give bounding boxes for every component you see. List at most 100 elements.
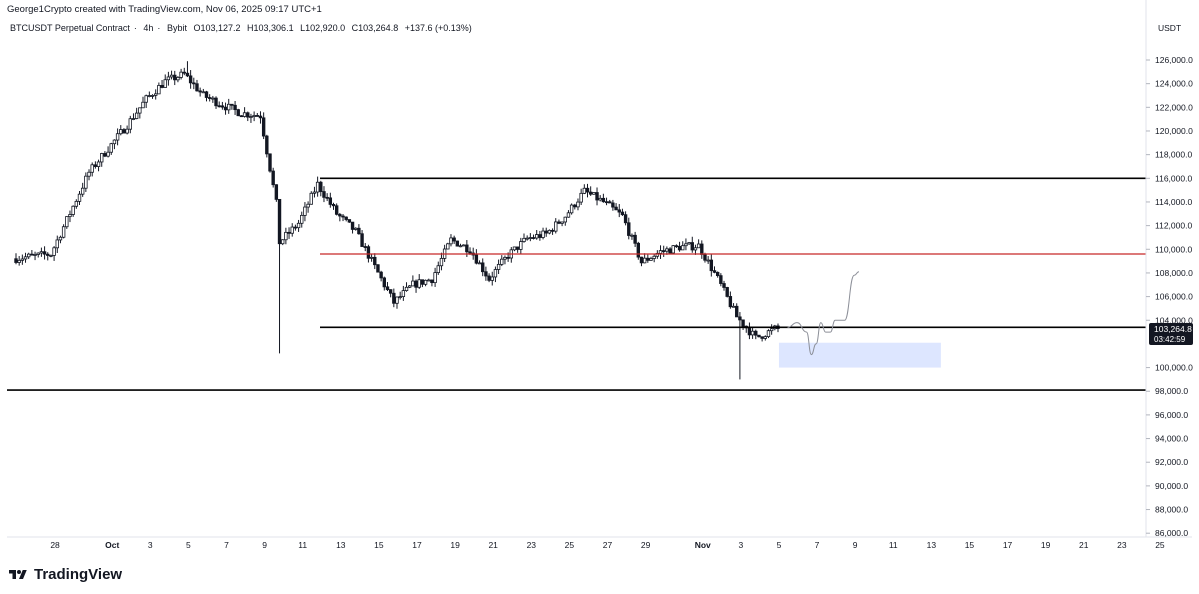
- candle-body: [544, 230, 548, 234]
- ohlc-low: L102,920.0: [300, 23, 346, 33]
- candle-body: [550, 229, 555, 232]
- candle-body: [560, 221, 564, 224]
- candle-body: [658, 250, 663, 254]
- candle-body: [735, 305, 739, 318]
- candle-body: [338, 213, 342, 217]
- candle-body: [49, 255, 53, 257]
- candle-body: [763, 336, 767, 339]
- candle-body: [322, 191, 326, 198]
- x-tick-label: 7: [815, 540, 820, 550]
- candle-body: [74, 200, 79, 207]
- candle-body: [347, 219, 352, 223]
- y-tick-label: 124,000.0: [1155, 79, 1193, 89]
- y-tick-label: 90,000.0: [1155, 481, 1188, 491]
- candle-body: [71, 205, 75, 215]
- candle-body: [303, 206, 307, 216]
- candle-body: [477, 262, 482, 265]
- symbol-name[interactable]: BTCUSDT Perpetual Contract: [10, 23, 130, 33]
- candle-body: [80, 187, 85, 195]
- candle-body: [100, 153, 104, 163]
- candle-body: [401, 290, 406, 297]
- ohlc-high: H103,306.1: [247, 23, 294, 33]
- candle-body: [284, 231, 288, 241]
- candle-body: [382, 277, 386, 288]
- candle-body: [176, 77, 180, 81]
- candle-body: [357, 227, 361, 235]
- candle-body: [268, 153, 272, 172]
- candle-body: [433, 272, 437, 284]
- candle-body: [61, 226, 66, 238]
- candle-body: [185, 72, 190, 77]
- candle-body: [325, 196, 329, 199]
- candle-body: [274, 184, 279, 200]
- candle-body: [484, 271, 488, 277]
- candles-layer: [14, 61, 780, 380]
- candle-body: [750, 330, 755, 336]
- x-tick-label: 17: [1003, 540, 1013, 550]
- candle-body: [576, 201, 580, 208]
- candle-body: [39, 251, 44, 254]
- x-tick-label: 23: [1117, 540, 1127, 550]
- candle-body: [769, 328, 774, 332]
- candle-body: [760, 336, 764, 339]
- ohlc-close: C103,264.8: [351, 23, 399, 33]
- candle-body: [33, 254, 37, 256]
- levels-layer: [7, 177, 1146, 391]
- candle-body: [474, 254, 479, 264]
- x-tick-label: 27: [603, 540, 613, 550]
- y-tick-label: 118,000.0: [1155, 150, 1192, 160]
- candle-body: [554, 221, 558, 232]
- candle-body: [150, 95, 155, 97]
- candle-body: [630, 234, 634, 237]
- candle-body: [17, 259, 21, 263]
- candle-body: [119, 129, 123, 135]
- x-tick-label: 3: [148, 540, 153, 550]
- candle-body: [207, 97, 212, 99]
- x-tick-label: 13: [927, 540, 937, 550]
- candle-body: [449, 237, 453, 245]
- candle-body: [328, 197, 333, 205]
- x-tick-label: 9: [853, 540, 858, 550]
- candle-body: [23, 256, 28, 260]
- candle-body: [503, 256, 507, 260]
- candle-body: [293, 226, 298, 229]
- candle-body: [195, 83, 199, 92]
- candle-body: [579, 192, 583, 203]
- candle-body: [728, 296, 733, 308]
- x-tick-label: 25: [1155, 540, 1165, 550]
- x-tick-label: 11: [298, 540, 307, 550]
- x-tick-label: 13: [336, 540, 346, 550]
- candle-body: [179, 71, 183, 78]
- candle-body: [198, 90, 202, 93]
- y-tick-label: 126,000.0: [1155, 55, 1193, 65]
- candle-body: [490, 276, 494, 281]
- candle-body: [388, 289, 393, 294]
- candle-body: [569, 204, 574, 214]
- candle-body: [766, 330, 771, 338]
- candle-body: [350, 221, 355, 230]
- candle-body: [595, 192, 599, 201]
- symbol-interval[interactable]: 4h: [143, 23, 154, 33]
- candle-body: [633, 234, 637, 244]
- demand-zone: [778, 342, 941, 368]
- candle-body: [557, 221, 561, 224]
- candle-body: [585, 187, 590, 193]
- candle-body: [417, 279, 421, 288]
- candle-body: [547, 229, 552, 234]
- candle-body: [693, 247, 698, 251]
- candle-body: [115, 133, 120, 141]
- candle-body: [344, 216, 348, 220]
- candle-body: [255, 115, 259, 117]
- tradingview-branding[interactable]: TradingView: [7, 566, 122, 583]
- ohlc-open: O103,127.2: [193, 23, 241, 33]
- candle-body: [87, 171, 91, 177]
- candle-body: [160, 85, 164, 88]
- candle-body: [411, 280, 415, 287]
- candle-body: [515, 246, 520, 250]
- y-tick-label: 106,000.0: [1155, 292, 1193, 302]
- candle-body: [249, 116, 253, 118]
- y-tick-label: 100,000.0: [1155, 363, 1193, 373]
- candle-body: [93, 164, 98, 167]
- candle-body: [420, 279, 425, 285]
